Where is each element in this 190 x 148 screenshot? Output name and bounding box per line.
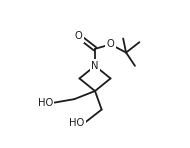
- Text: O: O: [107, 39, 114, 49]
- Text: N: N: [91, 61, 99, 71]
- Text: HO: HO: [69, 118, 85, 128]
- Text: HO: HO: [38, 98, 53, 108]
- Text: O: O: [75, 31, 83, 41]
